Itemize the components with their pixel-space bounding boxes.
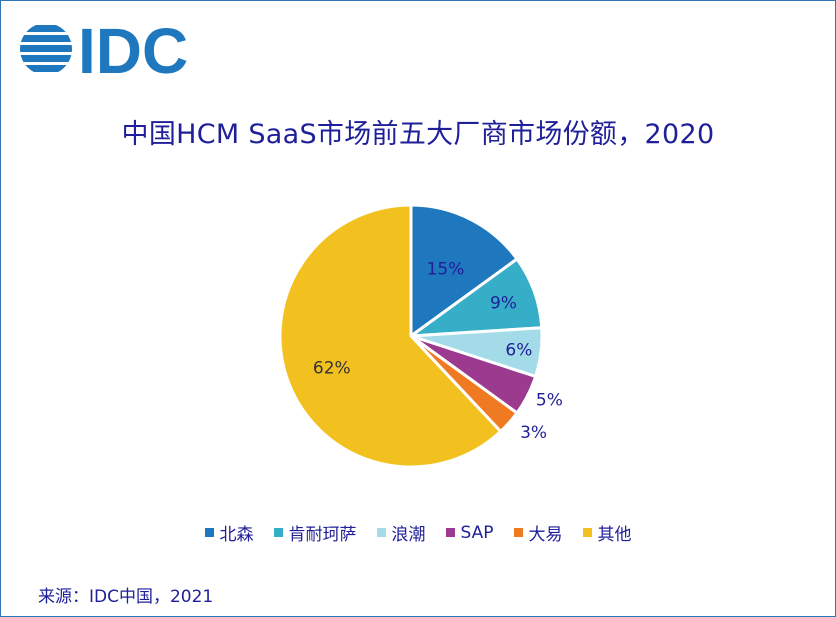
chart-legend: 北森 肯耐珂萨 浪潮 SAP 大易 其他 xyxy=(0,520,836,545)
legend-label-1: 北森 xyxy=(219,525,254,545)
legend-swatch-5 xyxy=(513,528,523,537)
logo-wordmark: IDC xyxy=(78,18,188,80)
legend-item-6: 其他 xyxy=(582,520,632,545)
idc-logo: IDC xyxy=(20,18,188,80)
legend-item-4: SAP xyxy=(445,520,494,545)
legend-item-3: 浪潮 xyxy=(376,520,426,545)
legend-label-2: 肯耐珂萨 xyxy=(288,525,357,545)
data-label-2: 9% xyxy=(490,294,517,314)
data-label-4: 5% xyxy=(536,391,563,411)
source-note: 来源：IDC中国，2021 xyxy=(38,587,214,607)
legend-item-1: 北森 xyxy=(204,520,254,545)
legend-swatch-3 xyxy=(376,528,386,537)
legend-label-6: 其他 xyxy=(597,525,632,545)
legend-swatch-1 xyxy=(204,528,214,537)
data-label-3: 6% xyxy=(505,341,532,361)
pie-slice-6 xyxy=(278,203,503,469)
legend-label-3: 浪潮 xyxy=(391,525,426,545)
globe-icon xyxy=(20,25,72,72)
legend-swatch-6 xyxy=(582,528,592,537)
pie-slice-1 xyxy=(409,203,519,338)
data-label-1: 15% xyxy=(427,259,465,279)
legend-swatch-2 xyxy=(273,528,283,537)
data-label-6: 62% xyxy=(313,358,351,378)
legend-swatch-4 xyxy=(445,528,455,537)
legend-item-5: 大易 xyxy=(513,520,563,545)
chart-title: 中国HCM SaaS市场前五大厂商市场份额，2020 xyxy=(121,119,715,150)
legend-label-4: SAP xyxy=(460,522,494,543)
legend-label-5: 大易 xyxy=(528,525,563,545)
data-label-5: 3% xyxy=(520,423,547,443)
legend-item-2: 肯耐珂萨 xyxy=(273,520,357,545)
